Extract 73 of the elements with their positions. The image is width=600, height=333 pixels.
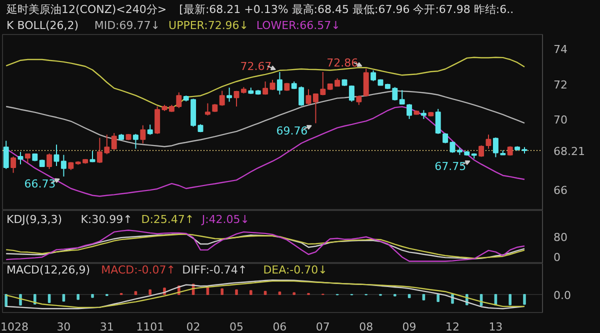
candlestick <box>132 133 138 150</box>
x-tick-label: 30 <box>56 320 71 333</box>
candlestick <box>46 152 52 170</box>
candlestick <box>306 88 312 106</box>
candlestick <box>18 151 24 165</box>
candlestick <box>492 136 498 158</box>
series-label: DIFF:-0.74↑ <box>182 263 248 276</box>
candlestick <box>54 144 60 166</box>
y-tick-label: 74 <box>554 43 568 56</box>
candlestick <box>219 90 225 106</box>
x-tick-label: 31 <box>100 320 114 333</box>
text: UPPER:72.96↓ <box>168 19 249 32</box>
annotation: 66.73 <box>24 178 56 191</box>
candlestick <box>486 134 492 150</box>
candlestick <box>399 90 405 106</box>
candlestick <box>10 156 16 174</box>
x-tick-label: 05 <box>230 320 244 333</box>
candlestick <box>270 79 276 90</box>
x-tick-label: 08 <box>359 320 374 333</box>
x-tick-label: 02 <box>186 320 200 333</box>
candlestick <box>435 108 441 134</box>
y-tick-label: 0 <box>554 250 560 264</box>
ref-line-label: 0.0 <box>554 288 571 302</box>
candlestick <box>406 104 412 120</box>
annotation: 72.67 <box>240 60 272 73</box>
series-label: D:25.47↑ <box>141 213 194 226</box>
candlestick <box>60 154 66 178</box>
x-tick-label: 06 <box>272 320 287 333</box>
x-tick-label: 13 <box>488 320 503 333</box>
ref-line-label: 68.21 <box>554 144 585 158</box>
x-tick-label: 07 <box>316 320 330 333</box>
series-label: MACD:-0.07↑ <box>101 263 176 276</box>
text: MID:69.77↓ <box>94 19 160 32</box>
x-tick-label: 09 <box>402 320 416 333</box>
candlestick <box>370 70 376 82</box>
y-tick-label: 70 <box>554 113 568 126</box>
candlestick <box>442 132 448 144</box>
candlestick <box>3 140 9 170</box>
candlestick <box>450 141 456 154</box>
legend-title: K BOLL(26,2) <box>6 19 79 32</box>
line-series <box>6 56 526 108</box>
x-tick-label: 1101 <box>136 320 164 333</box>
candlestick <box>234 90 240 107</box>
legend-title: MACD(12,26,9) <box>6 263 90 276</box>
y-tick-label: 72 <box>554 78 568 92</box>
series-label: J:42.05↓ <box>200 213 250 226</box>
y-tick-label: 80 <box>554 231 568 244</box>
candlestick <box>392 86 398 101</box>
series-label: K:30.99↑ <box>80 213 132 226</box>
candlestick <box>348 85 354 102</box>
candlestick <box>154 106 160 134</box>
candlestick <box>276 71 282 96</box>
candlestick <box>363 68 369 97</box>
annotation: 72.86 <box>326 56 358 70</box>
text: LOWER:66.57↓ <box>256 19 340 32</box>
chart-title: 延时美原油12(CONZ)<240分> <box>6 3 167 16</box>
candlestick <box>111 132 117 150</box>
candlestick <box>226 87 232 102</box>
chart-subtitle: [最新:68.21 +0.13% 最高:68.45 最低:67.96 今开:67.98 昨结:6.. <box>179 3 514 16</box>
annotation: 69.76 <box>276 124 308 138</box>
candlestick <box>147 124 153 136</box>
x-tick-label: 1028 <box>0 320 28 333</box>
candlestick <box>140 124 146 144</box>
candlestick <box>204 102 210 116</box>
candlestick <box>356 95 362 106</box>
y-tick-label: 66 <box>554 184 568 197</box>
series-label: DEA:-0.70↓ <box>263 263 328 276</box>
candlestick <box>478 144 484 158</box>
annotation: 67.75 <box>434 160 466 173</box>
candlestick <box>262 80 268 96</box>
candlestick <box>176 92 182 109</box>
x-tick-label: 12 <box>446 320 460 333</box>
legend-title: KDJ(9,3,3) <box>6 213 62 226</box>
